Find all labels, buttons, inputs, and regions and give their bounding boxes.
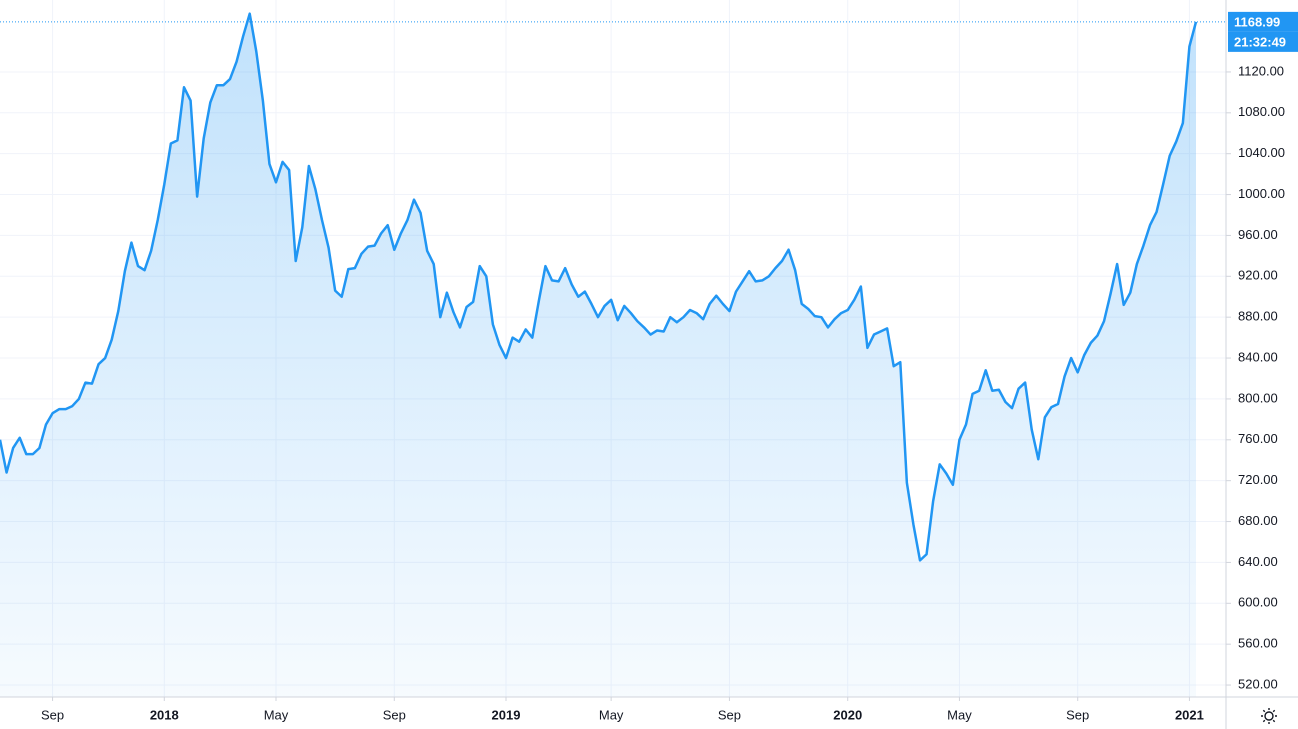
y-tick-label: 840.00 [1238,349,1278,364]
x-tick-label: 2019 [492,707,521,722]
price-line [0,12,1198,562]
last-time-label: 21:32:49 [1234,34,1286,49]
x-tick-label: Sep [383,707,406,722]
y-tick-label: 920.00 [1238,268,1278,283]
x-tick-label: May [947,707,972,722]
labels: 520.00 560.00 600.00 640.00 680.00 720.00 760.… [41,11,1298,722]
x-tick-label: May [264,707,289,722]
last-time-box [1228,31,1298,52]
y-tick-label: 520.00 [1238,676,1278,691]
x-tick-label: Sep [1066,707,1089,722]
x-tick-label: 2018 [150,707,179,722]
y-tick-label: 960.00 [1238,227,1278,242]
y-tick-label: 680.00 [1238,513,1278,528]
x-tick-label: May [599,707,624,722]
x-tick-label: 2020 [833,707,862,722]
x-tick-label: Sep [41,707,64,722]
y-tick-label: 760.00 [1238,431,1278,446]
y-tick-label: 560.00 [1238,636,1278,651]
plot [0,12,1226,697]
settings-icon[interactable] [1261,708,1277,724]
area-fill [0,13,1196,697]
y-tick-label: 1080.00 [1238,104,1285,119]
y-tick-label: 600.00 [1238,595,1278,610]
x-tick-label: 2021 [1175,707,1204,722]
x-tick-label: Sep [718,707,741,722]
y-tick-label: 720.00 [1238,472,1278,487]
y-tick-label: 1120.00 [1238,63,1284,78]
y-tick-label: 880.00 [1238,309,1278,324]
last-price-label: 1168.99 [1234,14,1280,29]
last-price-box [1228,11,1298,32]
y-tick-label: 1000.00 [1238,186,1285,201]
y-tick-label: 800.00 [1238,390,1278,405]
y-tick-label: 1040.00 [1238,145,1285,160]
y-tick-label: 640.00 [1238,554,1278,569]
